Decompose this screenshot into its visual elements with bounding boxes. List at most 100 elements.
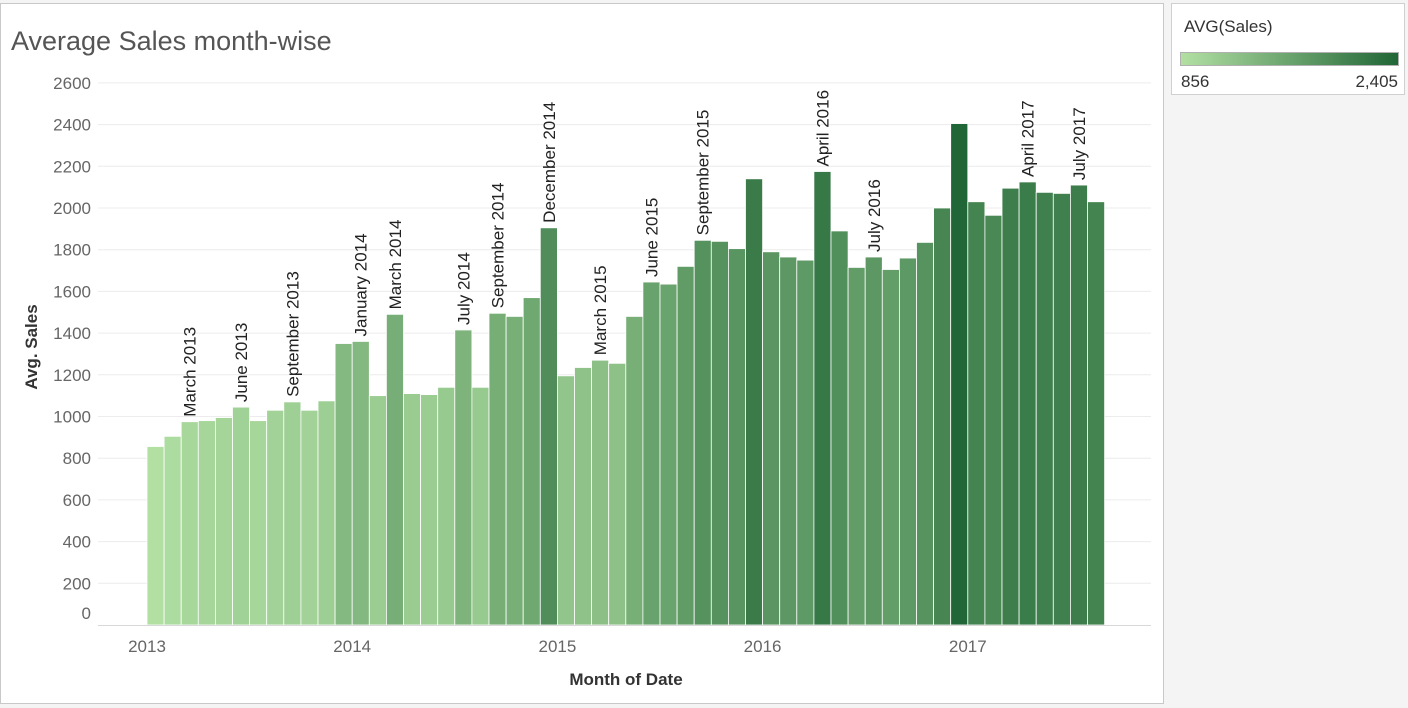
bar <box>232 406 251 626</box>
bar-label: September 2013 <box>283 271 302 397</box>
bar-chart: 0 200 400 600 800 1000 1200 1400 1600 1800 2000 220… <box>22 74 1151 689</box>
legend-max-label: 2,405 <box>1355 72 1398 91</box>
bar <box>420 394 439 626</box>
y-tick-label: 600 <box>63 491 91 510</box>
bar <box>1087 201 1106 626</box>
bar <box>454 329 473 626</box>
y-tick-label: 800 <box>63 449 91 468</box>
bar <box>334 343 353 626</box>
bar <box>197 420 216 626</box>
bar-label: April 2016 <box>813 90 832 167</box>
bar <box>300 409 319 626</box>
bar <box>522 297 541 626</box>
bar <box>1052 193 1071 626</box>
bar <box>283 401 302 626</box>
bar <box>591 359 610 626</box>
y-tick-label: 200 <box>63 574 91 593</box>
y-tick-label: 2200 <box>53 157 91 176</box>
bar <box>539 227 558 626</box>
bar <box>403 393 422 626</box>
bar <box>574 367 593 626</box>
bar <box>368 395 387 626</box>
bar-label: September 2015 <box>694 110 713 236</box>
x-tick-label: 2015 <box>538 637 576 656</box>
bar-label: March 2015 <box>591 265 610 355</box>
bar <box>762 251 781 626</box>
y-tick-label: 2400 <box>53 116 91 135</box>
bar <box>710 240 729 626</box>
x-tick-label: 2014 <box>333 637 371 656</box>
bar <box>693 239 712 626</box>
bar <box>351 341 370 626</box>
bar <box>146 446 165 626</box>
chart-panel: Average Sales month-wise 0 200 400 600 800 10… <box>0 3 1164 704</box>
bar <box>950 123 969 626</box>
bar <box>1018 181 1037 626</box>
legend-title: AVG(Sales) <box>1184 17 1273 36</box>
bar <box>1001 187 1020 626</box>
y-tick-label: 1200 <box>53 366 91 385</box>
bar <box>505 316 524 626</box>
bar <box>163 435 182 626</box>
bar <box>317 400 336 626</box>
chart-title: Average Sales month-wise <box>11 26 332 56</box>
bar <box>625 316 644 626</box>
bar-label: July 2017 <box>1070 107 1089 180</box>
bar <box>728 248 746 626</box>
bar <box>830 230 849 626</box>
bar <box>180 421 199 626</box>
bar <box>967 201 986 626</box>
bar-label: June 2013 <box>232 323 251 402</box>
bar <box>385 313 404 626</box>
bar <box>437 386 456 626</box>
bar <box>214 417 233 626</box>
bar-label: July 2014 <box>454 252 473 325</box>
legend-gradient-bar <box>1180 52 1399 66</box>
bar <box>813 171 832 626</box>
bar <box>881 269 900 626</box>
y-tick-label: 2600 <box>53 74 91 93</box>
y-tick-label: 0 <box>82 604 91 623</box>
bar <box>1035 191 1054 626</box>
x-tick-label: 2013 <box>128 637 166 656</box>
bar <box>608 362 627 626</box>
bar-label: September 2014 <box>489 183 508 309</box>
bar <box>642 281 661 626</box>
bar <box>1070 184 1088 626</box>
y-axis-title: Avg. Sales <box>22 304 41 389</box>
bar <box>471 386 490 626</box>
bar <box>745 178 764 626</box>
bar <box>847 267 866 626</box>
legend-min-label: 856 <box>1181 72 1210 91</box>
bar-label: March 2014 <box>386 220 405 310</box>
bar-label: January 2014 <box>352 233 371 336</box>
bar <box>488 312 507 626</box>
bar <box>266 409 285 626</box>
bar <box>984 214 1003 626</box>
bar-label: July 2016 <box>865 179 884 252</box>
x-tick-label: 2016 <box>744 637 782 656</box>
bar <box>933 207 952 626</box>
x-axis-title: Month of Date <box>569 670 682 689</box>
color-legend: AVG(Sales) 856 2,405 <box>1171 3 1405 95</box>
bar <box>779 256 798 626</box>
bar-label: June 2015 <box>642 198 661 277</box>
bar <box>796 259 815 626</box>
bar <box>659 283 678 626</box>
bar <box>899 257 917 626</box>
bar <box>557 375 575 626</box>
x-tick-label: 2017 <box>949 637 987 656</box>
y-tick-label: 1400 <box>53 324 91 343</box>
bar <box>249 420 268 626</box>
bar <box>864 256 883 626</box>
y-tick-label: 1800 <box>53 241 91 260</box>
y-tick-label: 2000 <box>53 199 91 218</box>
y-tick-label: 400 <box>63 533 91 552</box>
bar-label: December 2014 <box>540 102 559 223</box>
bar-label: April 2017 <box>1019 100 1038 177</box>
y-tick-label: 1000 <box>53 408 91 427</box>
bar-label: March 2013 <box>181 327 200 417</box>
bar <box>916 241 935 626</box>
bar <box>676 265 695 626</box>
y-tick-label: 1600 <box>53 282 91 301</box>
